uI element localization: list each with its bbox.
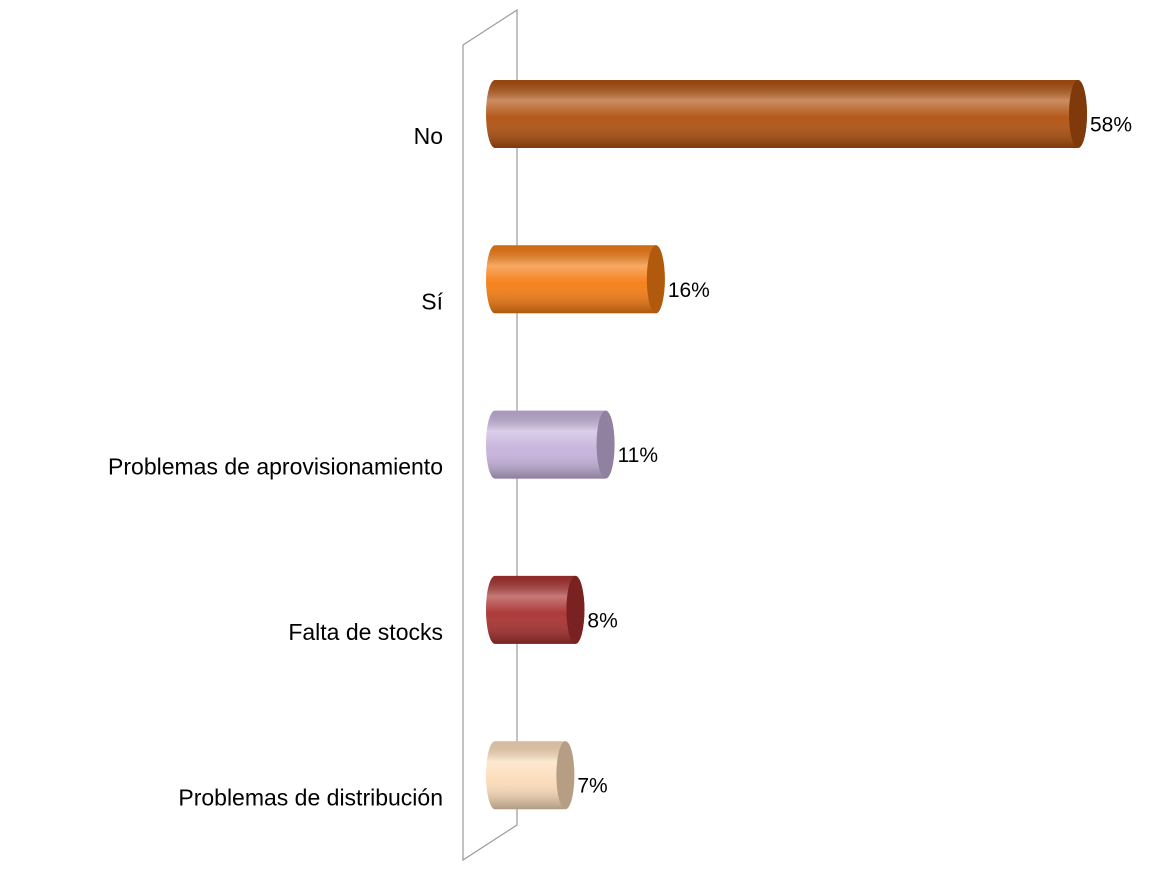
bar-cap xyxy=(566,575,585,644)
bar-cap-shade xyxy=(1069,80,1087,148)
bar-shade xyxy=(486,410,615,479)
bar-cap-shade xyxy=(646,245,665,314)
bar-cap-shade xyxy=(596,410,615,479)
value-label: 11% xyxy=(618,444,658,467)
value-label: 8% xyxy=(587,609,617,632)
bar-cap-shade xyxy=(556,741,575,810)
bar-cap-shade xyxy=(566,575,585,644)
category-label: Problemas de distribución xyxy=(178,784,443,810)
bar-shade xyxy=(486,741,575,810)
bar-cap xyxy=(1069,80,1087,148)
bar-cap xyxy=(556,741,575,810)
bar-cap xyxy=(646,245,665,314)
category-label: Falta de stocks xyxy=(288,619,443,645)
bar-shade xyxy=(486,575,585,644)
bar-cap xyxy=(596,410,615,479)
category-label: Problemas de aprovisionamiento xyxy=(108,454,443,480)
back-wall xyxy=(462,8,518,862)
value-label: 16% xyxy=(668,279,710,302)
value-label: 7% xyxy=(577,775,607,798)
bar-shade xyxy=(486,80,1087,148)
bar-shade xyxy=(486,245,665,314)
category-label: No xyxy=(414,123,443,149)
category-label: Sí xyxy=(421,288,443,314)
value-label: 58% xyxy=(1090,114,1132,137)
